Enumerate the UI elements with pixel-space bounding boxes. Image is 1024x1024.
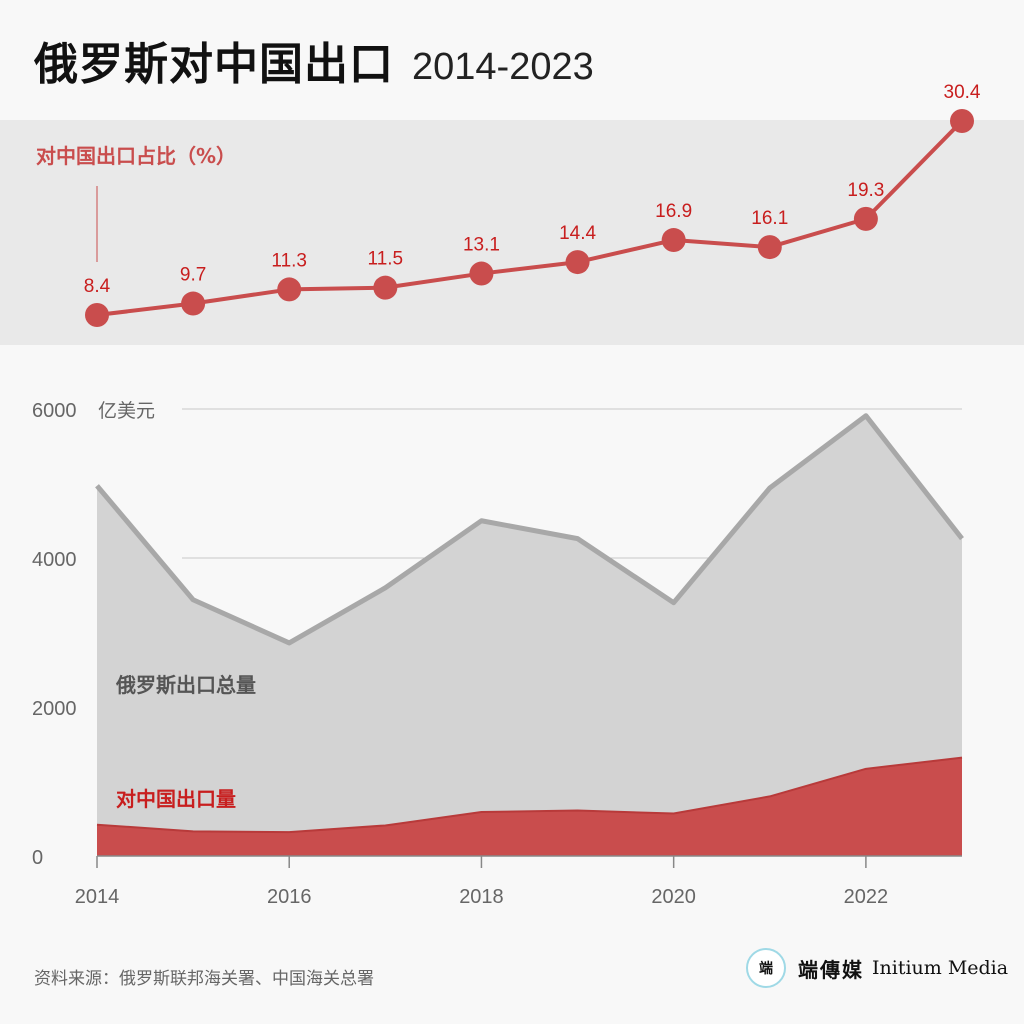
share-line (96, 119, 964, 317)
share-data-label-2017: 11.5 (368, 249, 404, 270)
logo-english-name: Initium Media (872, 957, 1009, 979)
share-point-2019 (565, 250, 590, 275)
x-tick-label-2020: 2020 (651, 886, 696, 908)
share-data-label-2020: 16.9 (655, 201, 692, 222)
logo-mark-icon: 端 (746, 948, 786, 988)
area-layer (95, 413, 964, 856)
y-tick-label-4000: 4000 (32, 549, 77, 571)
x-tick-label-2022: 2022 (844, 886, 889, 908)
logo-chinese-name: 端傳媒 (798, 957, 864, 982)
x-tick-label-2014: 2014 (75, 886, 120, 908)
series-label-china-exports: 对中国出口量 (116, 787, 236, 811)
line-chart-title: 对中国出口占比（%） (36, 144, 236, 168)
share-point-2021 (757, 235, 782, 260)
axis-layer: 2014 2016 2018 2020 2022 (75, 855, 962, 908)
line-china-exports (96, 756, 963, 834)
publisher-logo: 端 端傳媒 Initium Media (746, 948, 1008, 988)
y-tick-label-6000: 6000 (32, 400, 77, 422)
share-data-label-2014: 8.4 (84, 276, 111, 297)
share-data-label-2023: 30.4 (944, 82, 981, 103)
share-point-2018 (469, 261, 494, 286)
x-tick-label-2018: 2018 (459, 886, 504, 908)
share-point-2020 (661, 228, 686, 253)
chart-title: 俄罗斯对中国出口 (34, 39, 394, 90)
share-point-2016 (277, 277, 302, 302)
share-data-label-2016: 11.3 (271, 250, 307, 271)
area-total-exports (97, 415, 962, 856)
share-data-label-2019: 14.4 (559, 223, 596, 244)
title-row: 俄罗斯对中国出口 2014-2023 (34, 28, 594, 92)
source-note: 资料来源：俄罗斯联邦海关署、中国海关总署 (34, 969, 374, 989)
share-data-label-2018: 13.1 (463, 235, 500, 256)
y-axis-unit-label: 亿美元 (98, 400, 155, 422)
x-tick-label-2016: 2016 (267, 886, 312, 908)
share-point-2023 (950, 109, 974, 133)
share-point-2022 (853, 206, 878, 231)
line-total-exports (95, 413, 964, 646)
y-tick-label-0: 0 (32, 847, 43, 869)
y-tick-label-2000: 2000 (32, 698, 77, 720)
share-line-layer: 8.4 9.7 11.3 11.5 13.1 14.4 16.9 16.1 19.3 30.4 (84, 82, 981, 327)
share-data-label-2021: 16.1 (751, 208, 788, 229)
share-data-label-2022: 19.3 (847, 180, 884, 201)
series-label-total-exports: 俄罗斯出口总量 (115, 673, 256, 697)
share-point-2017 (373, 275, 398, 300)
share-point-2014 (85, 303, 109, 327)
share-data-label-2015: 9.7 (180, 265, 206, 286)
share-point-2015 (181, 291, 206, 316)
chart-title-years: 2014-2023 (412, 46, 594, 88)
